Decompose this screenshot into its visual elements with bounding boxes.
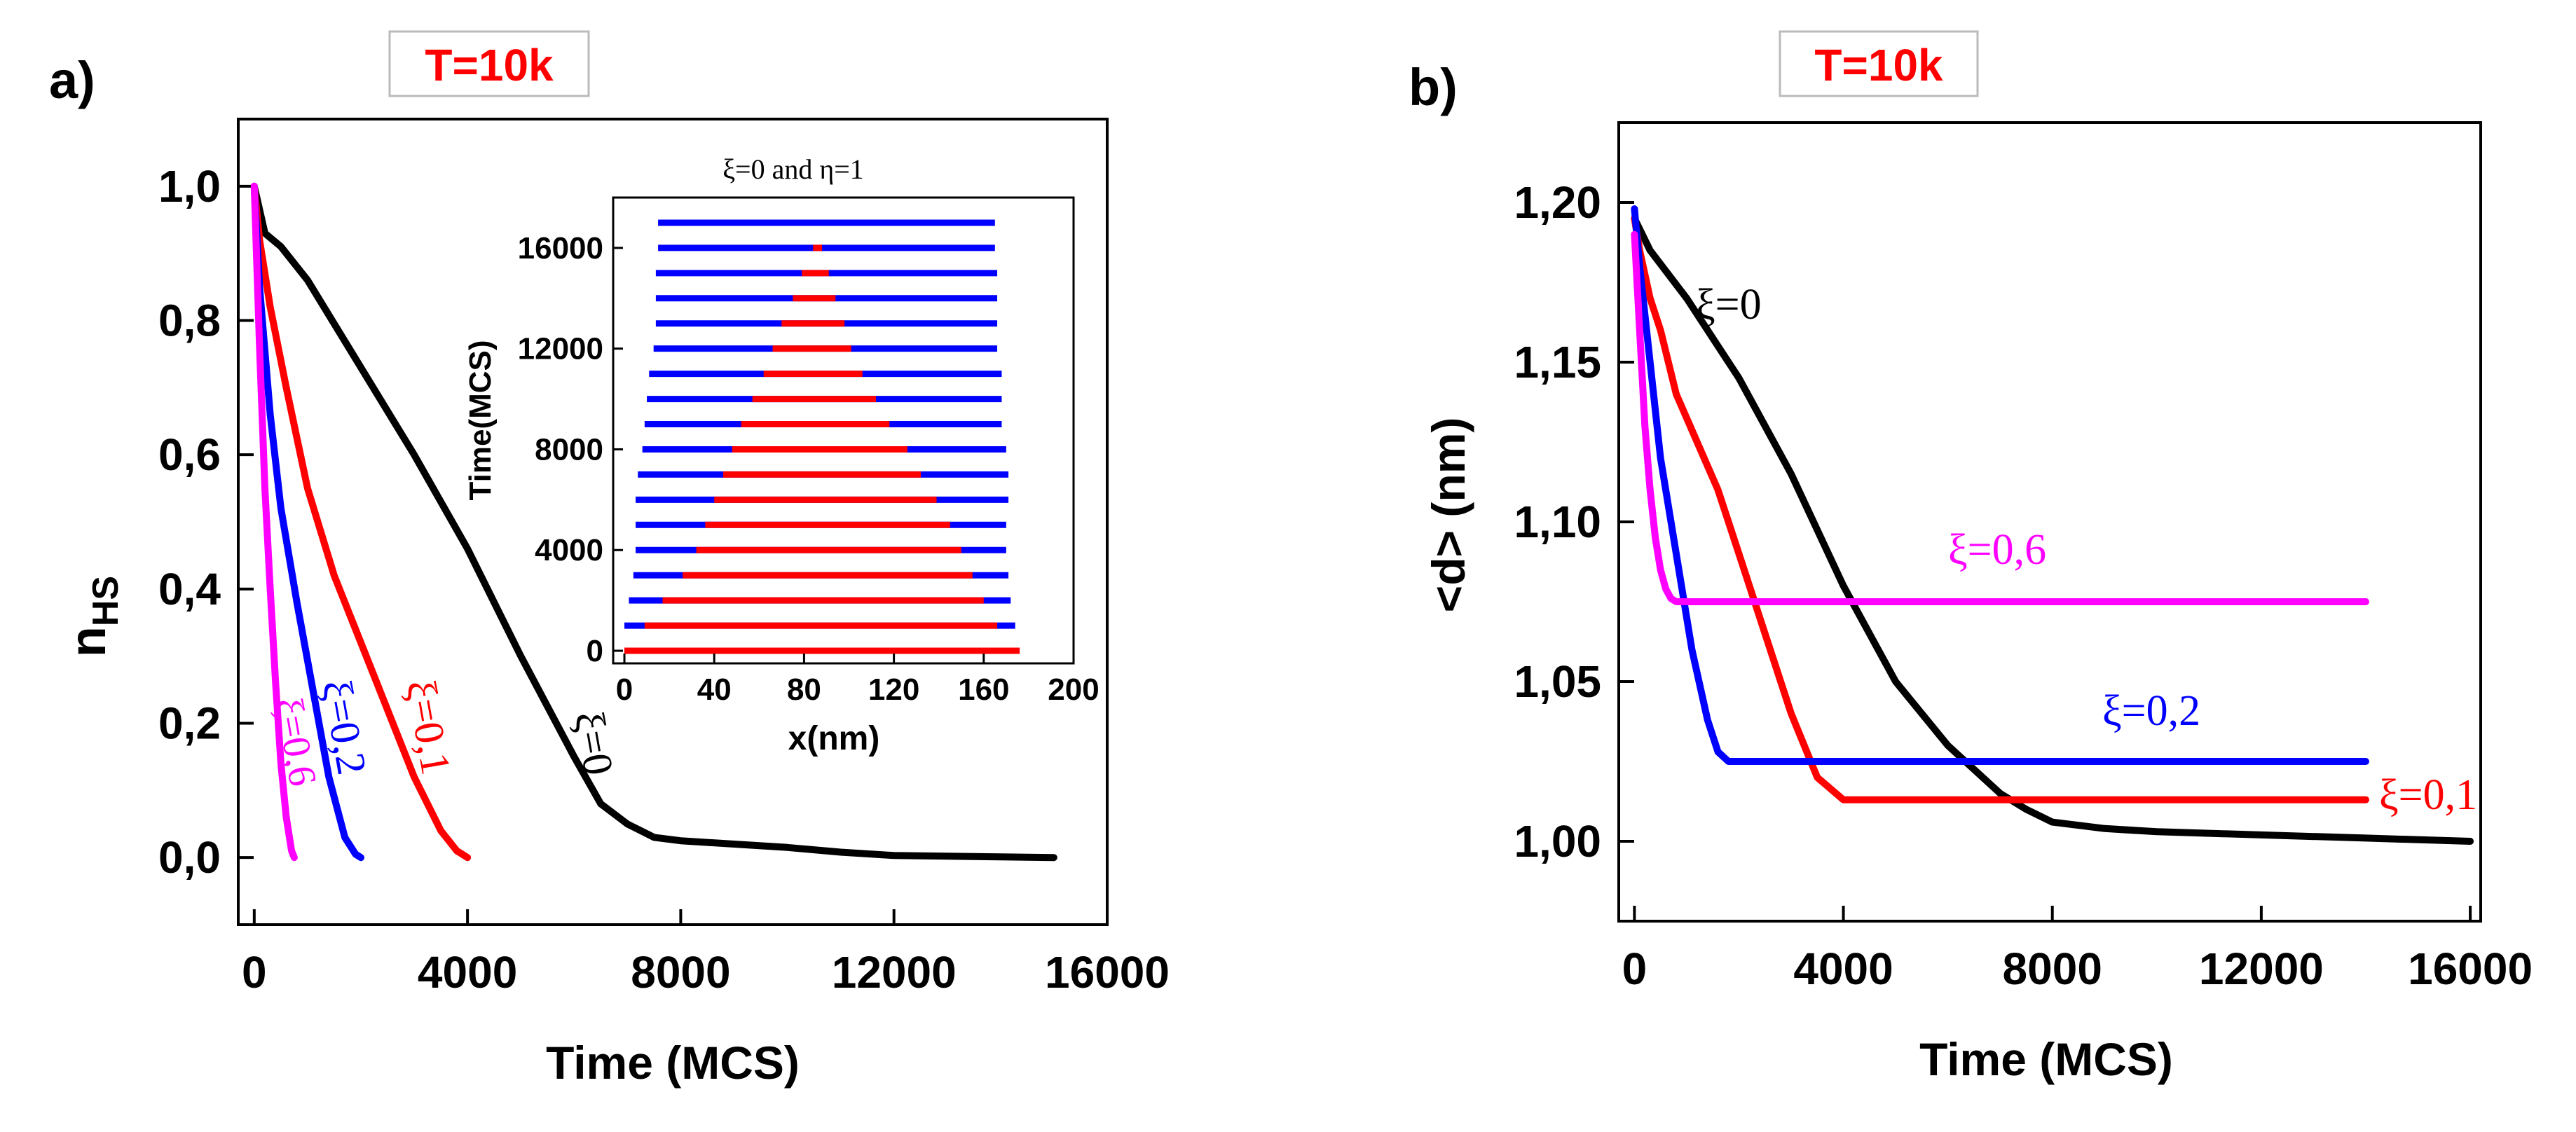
inset-y-tick-label: 8000: [535, 432, 603, 467]
chart-b-y-tick-label: 1,10: [1514, 497, 1601, 547]
inset-x-tick-label: 120: [868, 672, 919, 707]
chart-a-y-tick-label: 0,4: [158, 564, 221, 614]
y-axis-label-a-main: n: [60, 626, 116, 657]
series-label-xi0-b: ξ=0: [1696, 281, 1762, 329]
chart-b-x-tick-label: 12000: [2199, 944, 2324, 994]
inset-x-label: x(nm): [788, 720, 880, 757]
chart-a-y-tick-label: 0,6: [158, 429, 221, 480]
inset-axis-ticks: 0 40 80 120 160 200 0 4000 8000 12000 16000: [518, 231, 1099, 707]
chart-a-series-0-1: [250, 182, 472, 862]
chart-a: T=10k 0 4000 8000 12000 160000,00,20,40,60,8…: [60, 30, 1170, 1089]
chart-a-x-tick-label: 12000: [832, 947, 957, 998]
series-label-xi02-b: ξ=0,2: [2102, 687, 2200, 735]
inset-x-tick-label: 160: [958, 672, 1009, 707]
chart-a-y-tick-label: 1,0: [158, 161, 221, 212]
inset-y-tick-label: 4000: [535, 533, 603, 567]
x-axis-label-b: Time (MCS): [1919, 1033, 2173, 1085]
chart-a-series-0-2: [250, 182, 364, 862]
title-a: T=10k: [425, 40, 554, 90]
chart-b-y-tick-label: 1,05: [1514, 656, 1601, 707]
chart-a-series-0: [250, 182, 1057, 862]
chart-b-y-tick-label: 1,15: [1514, 337, 1601, 387]
chart-a-x-tick-label: 4000: [418, 947, 517, 998]
series-label-xi02-a: ξ=0,2: [313, 677, 376, 778]
series-group-a: [250, 182, 1057, 862]
chart-a-x-tick-label: 0: [242, 947, 267, 998]
inset-chart: ξ=0 and η=1 0 40 80 120 160 200 0 4000 8000 12000…: [463, 153, 1099, 757]
panel-label-b: b): [1409, 58, 1458, 116]
y-axis-label-a: nHS: [60, 576, 126, 657]
inset-title: ξ=0 and η=1: [722, 153, 864, 185]
series-label-xi06-b: ξ=0,6: [1948, 526, 2046, 574]
chart-b-x-tick-label: 0: [1622, 944, 1647, 994]
inset-x-tick-label: 40: [697, 672, 732, 707]
chart-b-series-0-1: [1631, 214, 2369, 803]
inset-x-tick-label: 0: [616, 672, 633, 707]
chart-a-x-tick-label: 16000: [1045, 947, 1170, 998]
chart-a-series-0-6: [250, 182, 298, 862]
chart-a-y-tick-label: 0,0: [158, 832, 221, 883]
panel-label-a: a): [49, 51, 95, 109]
title-box-a: [388, 30, 590, 97]
chart-a-y-tick-label: 0,2: [158, 698, 221, 749]
chart-b: T=10k 0 4000 8000 12000 16000 1,00 1,05 1,10 1,1…: [1423, 30, 2533, 1085]
inset-y-tick-label: 0: [587, 634, 603, 668]
series-label-xi01-b: ξ=0,1: [2379, 771, 2477, 819]
chart-b-x-tick-label: 16000: [2408, 944, 2533, 994]
y-axis-label-a-sub: HS: [85, 576, 126, 626]
series-group-b: [1631, 205, 2474, 845]
chart-b-x-tick-label: 4000: [1793, 944, 1893, 994]
inset-y-tick-label: 12000: [518, 332, 603, 366]
series-label-xi0-a: ξ=0: [566, 708, 622, 779]
inset-rows: [624, 219, 1020, 654]
chart-a-x-tick-label: 8000: [631, 947, 730, 998]
title-box-b: [1779, 30, 1979, 97]
inset-x-tick-label: 200: [1048, 672, 1099, 707]
chart-b-x-tick-label: 8000: [2003, 944, 2102, 994]
inset-frame: [612, 196, 1075, 665]
axis-ticks-b: 0 4000 8000 12000 16000 1,00 1,05 1,10 1,15 1,20: [1514, 177, 2533, 994]
title-b: T=10k: [1814, 40, 1943, 90]
chart-b-y-tick-label: 1,20: [1514, 177, 1601, 228]
y-axis-label-b: <d> (nm): [1423, 417, 1474, 613]
inset-x-tick-label: 80: [787, 672, 821, 707]
chart-b-series-0-6: [1631, 230, 2369, 605]
chart-b-series-0-2: [1631, 205, 2369, 765]
chart-a-y-tick-label: 0,8: [158, 296, 221, 346]
inset-y-tick-label: 16000: [518, 231, 603, 265]
x-axis-label-a: Time (MCS): [546, 1037, 800, 1089]
chart-b-y-tick-label: 1,00: [1514, 816, 1601, 867]
inset-y-label: Time(MCS): [463, 340, 498, 501]
plot-frame-a: [237, 118, 1109, 926]
chart-b-series-0: [1631, 214, 2474, 845]
